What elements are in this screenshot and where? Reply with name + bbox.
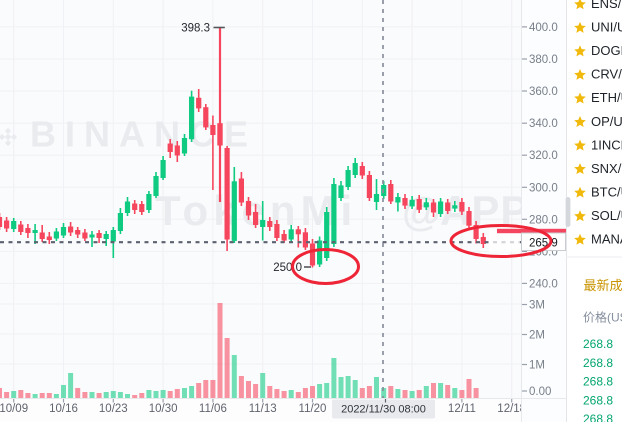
svg-text:11/06: 11/06 — [199, 403, 227, 415]
svg-text:11/13: 11/13 — [249, 403, 277, 415]
svg-text:268.8: 268.8 — [583, 375, 613, 389]
svg-text:300.0: 300.0 — [529, 182, 558, 194]
svg-text:2M: 2M — [529, 330, 545, 342]
svg-text:380.0: 380.0 — [529, 54, 558, 66]
svg-text:268.8: 268.8 — [583, 356, 613, 370]
svg-text:11/20: 11/20 — [299, 403, 327, 415]
svg-text:1INCH/USDT: 1INCH/USDT — [591, 137, 622, 152]
svg-text:12/11: 12/11 — [448, 403, 476, 415]
svg-text:TokenMi: TokenMi — [155, 187, 357, 234]
svg-text:最新成交: 最新成交 — [584, 278, 622, 293]
svg-text:320.0: 320.0 — [529, 150, 558, 162]
svg-text:10/16: 10/16 — [49, 403, 78, 415]
svg-text:SNX/USDT: SNX/USDT — [591, 161, 622, 176]
svg-text:268.8: 268.8 — [583, 412, 613, 422]
svg-text:250.0: 250.0 — [273, 262, 302, 274]
svg-text:265.9: 265.9 — [529, 237, 558, 249]
svg-text:ENS/USDT: ENS/USDT — [591, 0, 622, 11]
svg-text:268.8: 268.8 — [583, 337, 613, 351]
svg-text:UNI/USDT: UNI/USDT — [591, 20, 622, 35]
svg-text:3M: 3M — [529, 300, 545, 312]
svg-text:BTC/USDT: BTC/USDT — [591, 184, 622, 199]
svg-text:340.0: 340.0 — [529, 118, 558, 130]
svg-text:398.3: 398.3 — [181, 23, 210, 35]
svg-text:DOGE/USDT: DOGE/USDT — [591, 43, 622, 58]
svg-text:价格(USDT): 价格(USDT) — [583, 310, 622, 325]
svg-text:10/09: 10/09 — [0, 403, 28, 415]
svg-text:240.0: 240.0 — [529, 278, 558, 290]
svg-text:ETH/USDT: ETH/USDT — [591, 90, 622, 105]
svg-text:12/18: 12/18 — [497, 403, 526, 415]
svg-text:SOL/USDT: SOL/USDT — [591, 208, 622, 223]
svg-text:10/30: 10/30 — [149, 403, 178, 415]
svg-text:1M: 1M — [529, 360, 545, 372]
svg-text:2022/11/30 08:00: 2022/11/30 08:00 — [341, 404, 426, 416]
svg-text:280.0: 280.0 — [529, 214, 558, 226]
svg-text:OP/USDT: OP/USDT — [591, 114, 622, 129]
svg-text:CRV/USDT: CRV/USDT — [591, 67, 622, 82]
svg-text:400.0: 400.0 — [529, 22, 558, 34]
svg-text:360.0: 360.0 — [529, 86, 558, 98]
svg-text:10/23: 10/23 — [99, 403, 128, 415]
svg-text:MANA/USDT: MANA/USDT — [591, 232, 622, 247]
svg-text:BINANCE: BINANCE — [30, 114, 257, 155]
svg-text:0.00: 0.00 — [529, 386, 551, 398]
svg-text:268.8: 268.8 — [583, 393, 613, 407]
